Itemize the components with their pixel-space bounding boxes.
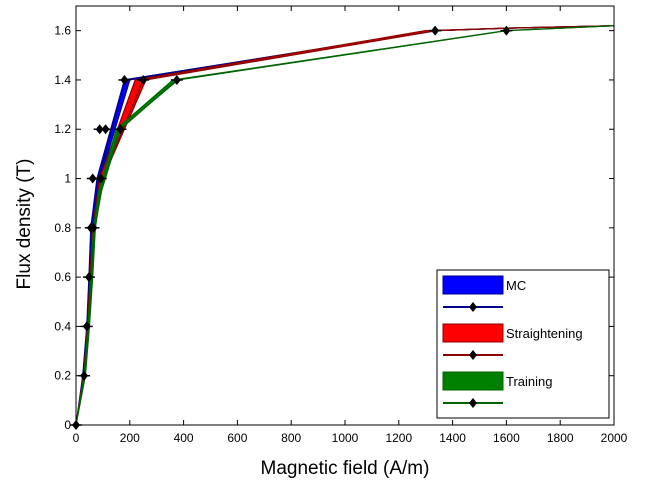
data-marker [94, 173, 107, 184]
x-tick-label: 400 [174, 431, 194, 445]
legend: MC Straightening Training [436, 269, 610, 419]
data-marker [82, 272, 95, 283]
x-tick-label: 600 [227, 431, 247, 445]
x-axis-title: Magnetic field (A/m) [261, 458, 430, 479]
x-tick-label: 200 [120, 431, 140, 445]
legend-marker [469, 350, 477, 360]
x-tick-label: 0 [73, 431, 80, 445]
data-marker [500, 25, 513, 36]
series-line-training [75, 25, 615, 426]
y-tick-label: 0.8 [54, 221, 71, 235]
y-tick-label: 0.6 [54, 270, 71, 284]
data-marker [80, 321, 93, 332]
legend-swatch-mc [442, 275, 504, 295]
axes-layer: 0 200 400 600 800 1000 1200 1400 1600 1800 2000 0 0.… [54, 5, 628, 445]
x-tick-label: 1200 [385, 431, 412, 445]
data-marker [87, 222, 100, 233]
y-axis-title: Flux density (T) [14, 159, 35, 290]
data-marker [118, 74, 131, 85]
y-tick-label: 0.2 [54, 369, 71, 383]
x-tick-label: 800 [281, 431, 301, 445]
legend-label-straightening: Straightening [506, 326, 583, 341]
y-tick-label: 0 [64, 418, 71, 432]
y-tick-label: 1.2 [54, 122, 71, 136]
data-marker [99, 124, 112, 135]
x-tick-label: 1600 [493, 431, 520, 445]
x-tick-label: 1400 [439, 431, 466, 445]
data-marker [429, 25, 442, 36]
y-tick-label: 0.4 [54, 319, 71, 333]
data-marker [170, 74, 183, 85]
legend-marker [469, 398, 477, 408]
legend-label-mc: MC [506, 278, 526, 293]
data-marker [114, 124, 127, 135]
legend-swatch-straightening [442, 323, 504, 343]
legend-swatch-training [442, 371, 504, 391]
y-tick-label: 1.6 [54, 24, 71, 38]
y-tick-label: 1 [64, 172, 71, 186]
x-tick-label: 1800 [547, 431, 574, 445]
legend-marker [469, 302, 477, 312]
x-tick-label: 2000 [601, 431, 628, 445]
legend-box [436, 269, 610, 419]
x-tick-label: 1000 [332, 431, 359, 445]
data-marker [137, 74, 150, 85]
legend-label-training: Training [506, 374, 552, 389]
y-tick-label: 1.4 [54, 73, 71, 87]
